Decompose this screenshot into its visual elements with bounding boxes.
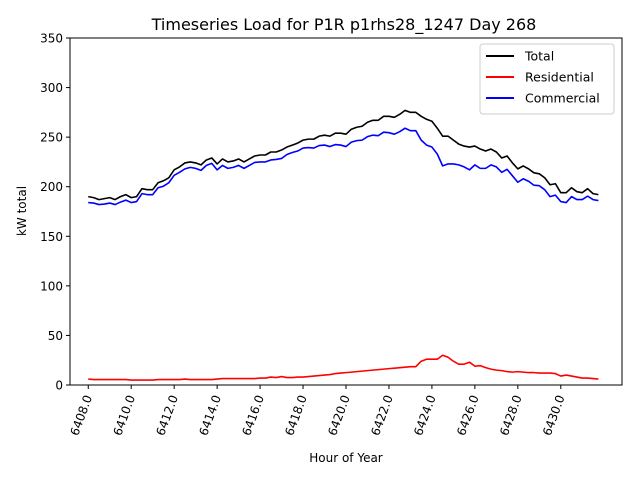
series-line-total [88, 109, 599, 201]
legend-label-total: Total [524, 49, 554, 64]
y-tick-label: 0 [55, 379, 63, 393]
y-tick-label: 300 [40, 81, 63, 95]
series-layer [88, 109, 599, 381]
legend-box [479, 43, 615, 115]
legend-label-residential: Residential [525, 70, 594, 85]
chart-title: Timeseries Load for P1R p1rhs28_1247 Day… [151, 15, 537, 35]
y-axis: 0 50 100 150 200 250 300 350 [40, 32, 70, 393]
legend-entries: Total Residential Commercial [486, 49, 600, 106]
y-tick-label: 200 [40, 180, 63, 194]
y-axis-label: kW total [15, 186, 29, 236]
y-tick-label: 250 [40, 131, 63, 145]
y-tick-label: 150 [40, 230, 63, 244]
legend: Total Residential Commercial [479, 43, 615, 115]
y-tick-label: 350 [40, 32, 63, 46]
y-tick-label: 100 [40, 279, 63, 293]
legend-label-commercial: Commercial [525, 91, 600, 106]
series-line-commercial [88, 127, 599, 206]
x-axis-label: Hour of Year [309, 451, 383, 465]
y-tick-label: 50 [48, 329, 63, 343]
series-line-residential [88, 354, 599, 381]
